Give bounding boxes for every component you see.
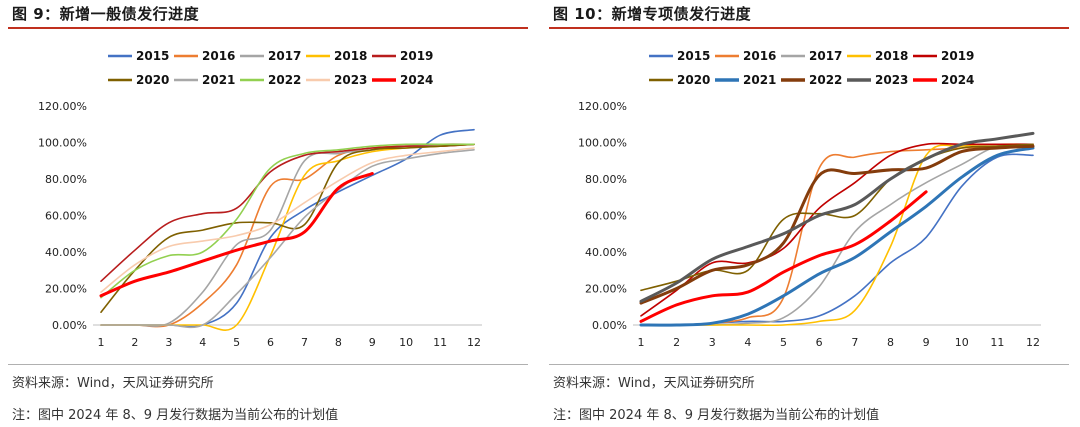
legend-label: 2024 xyxy=(941,73,974,87)
panel-title: 图 10：新增专项债发行进度 xyxy=(553,5,752,23)
legend-label: 2018 xyxy=(334,49,367,63)
x-tick-label: 8 xyxy=(335,336,342,349)
x-tick-label: 10 xyxy=(399,336,413,349)
y-tick-label: 120.00% xyxy=(578,100,627,113)
x-tick-label: 3 xyxy=(709,336,716,349)
series-line-2024 xyxy=(99,172,374,298)
x-tick-label: 5 xyxy=(233,336,240,349)
series-line-2016 xyxy=(100,143,475,328)
series-line-2023 xyxy=(100,147,475,293)
x-tick-label: 9 xyxy=(369,336,376,349)
series-line-2018 xyxy=(640,143,1034,327)
series-line-2021 xyxy=(639,146,1035,327)
legend-label: 2016 xyxy=(202,49,235,63)
y-tick-label: 40.00% xyxy=(45,246,87,259)
x-tick-label: 3 xyxy=(165,336,172,349)
legend-label: 2018 xyxy=(875,49,908,63)
footer-rule xyxy=(549,364,1069,365)
title-rule xyxy=(549,27,1069,29)
chart-panel-special-bond: 图 10：新增专项债发行进度 0.00% 20.00% 40.00% 60.00% 80… xyxy=(549,0,1069,427)
y-tick-label: 120.00% xyxy=(38,100,87,113)
series-line-2021 xyxy=(100,149,475,329)
x-tick-label: 6 xyxy=(816,336,823,349)
x-tick-label: 12 xyxy=(1026,336,1040,349)
legend-label: 2023 xyxy=(334,73,367,87)
legend-label: 2017 xyxy=(809,49,842,63)
x-tick-label: 4 xyxy=(744,336,751,349)
source-note: 资料来源：Wind，天风证券研究所 xyxy=(12,376,214,391)
remark-note: 注：图中 2024 年 8、9 月发行数据为当前公布的计划值 xyxy=(553,408,880,423)
x-tick-label: 2 xyxy=(131,336,138,349)
y-tick-label: 80.00% xyxy=(45,173,87,186)
line-chart-general-bond: 0.00% 20.00% 40.00% 60.00% 80.00% 100.00% 120.… xyxy=(38,49,482,349)
footer-rule xyxy=(8,364,528,365)
y-tick-label: 60.00% xyxy=(585,210,627,223)
y-tick-label: 20.00% xyxy=(45,283,87,296)
x-tick-label: 11 xyxy=(433,336,447,349)
panel-title: 图 9：新增一般债发行进度 xyxy=(12,5,200,23)
legend-label: 2019 xyxy=(941,49,974,63)
y-tick-label: 0.00% xyxy=(52,319,87,332)
legend-label: 2017 xyxy=(268,49,301,63)
legend-label: 2024 xyxy=(400,73,433,87)
y-tick-label: 60.00% xyxy=(45,210,87,223)
legend-label: 2015 xyxy=(136,49,169,63)
legend-label: 2020 xyxy=(677,73,710,87)
x-tick-label: 1 xyxy=(638,336,645,349)
x-tick-label: 6 xyxy=(267,336,274,349)
x-tick-label: 12 xyxy=(467,336,481,349)
x-tick-label: 7 xyxy=(851,336,858,349)
x-tick-label: 5 xyxy=(780,336,787,349)
series-line-2023 xyxy=(639,131,1035,303)
source-note: 资料来源：Wind，天风证券研究所 xyxy=(553,376,755,391)
line-chart-special-bond: 0.00% 20.00% 40.00% 60.00% 80.00% 100.00% 120.… xyxy=(578,49,1041,349)
series-line-2024 xyxy=(639,190,928,323)
y-tick-label: 0.00% xyxy=(592,319,627,332)
x-tick-label: 10 xyxy=(955,336,969,349)
chart-panel-general-bond: 图 9：新增一般债发行进度 0.00% 20.00% 40.00% 60.00% 80.… xyxy=(8,0,528,427)
legend-label: 2016 xyxy=(743,49,776,63)
legend-label: 2022 xyxy=(809,73,842,87)
x-tick-label: 9 xyxy=(923,336,930,349)
y-tick-label: 20.00% xyxy=(585,283,627,296)
legend-label: 2015 xyxy=(677,49,710,63)
x-tick-label: 7 xyxy=(301,336,308,349)
legend-label: 2023 xyxy=(875,73,908,87)
series-line-2019 xyxy=(100,143,475,282)
legend-label: 2020 xyxy=(136,73,169,87)
y-tick-label: 100.00% xyxy=(578,137,627,150)
legend-label: 2019 xyxy=(400,49,433,63)
x-tick-label: 1 xyxy=(98,336,105,349)
legend-label: 2022 xyxy=(268,73,301,87)
remark-note: 注：图中 2024 年 8、9 月发行数据为当前公布的计划值 xyxy=(12,408,339,423)
title-rule xyxy=(8,27,528,29)
x-tick-label: 2 xyxy=(673,336,680,349)
series-line-2017 xyxy=(100,143,475,327)
y-tick-label: 100.00% xyxy=(38,137,87,150)
legend-label: 2021 xyxy=(202,73,235,87)
series-line-2022 xyxy=(639,144,1035,305)
x-tick-label: 11 xyxy=(990,336,1004,349)
y-tick-label: 40.00% xyxy=(585,246,627,259)
legend-label: 2021 xyxy=(743,73,776,87)
y-tick-label: 80.00% xyxy=(585,173,627,186)
x-tick-label: 8 xyxy=(887,336,894,349)
series-line-2020 xyxy=(100,143,475,313)
x-tick-label: 4 xyxy=(199,336,206,349)
series-line-2022 xyxy=(100,143,475,299)
